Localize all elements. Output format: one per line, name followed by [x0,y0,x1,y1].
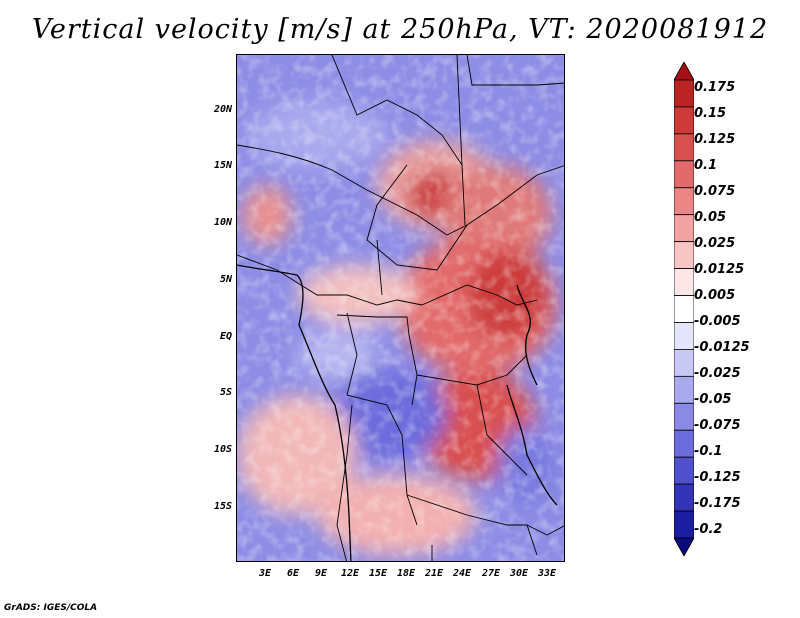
lon-tick-12e: 12E [340,568,360,579]
colorbar-bin [674,456,694,485]
colorbar-bin [674,214,694,243]
lon-tick-18e: 18E [396,568,416,579]
lat-tick-eq: EQ [219,331,232,342]
colorbar-top-triangle [674,62,694,81]
lon-tick-3e: 3E [258,568,272,579]
colorbar-bin [674,483,694,512]
lon-tick-27e: 27E [481,568,501,579]
colorbar-bin [674,402,694,431]
lon-tick-21e: 21E [424,568,444,579]
lat-tick-15s: 15S [213,501,232,512]
lon-tick-33e: 33E [537,568,557,579]
lon-tick-15e: 15E [368,568,388,579]
colorbar-label: 0.1 [694,158,718,173]
colorbar-label: -0.1 [694,444,723,459]
lon-tick-9e: 9E [314,568,328,579]
colorbar-label: -0.025 [694,366,741,381]
lon-tick-6e: 6E [286,568,300,579]
lat-tick-20n: 20N [213,104,232,115]
country-borders [237,55,564,561]
colorbar-label: 0.175 [694,80,736,95]
colorbar-bin [674,429,694,458]
lon-tick-30e: 30E [509,568,529,579]
colorbar-label: 0.05 [694,210,727,225]
grads-credit: GrADS: IGES/COLA [4,603,98,613]
colorbar-label: 0.075 [694,184,736,199]
colorbar-label: -0.075 [694,418,741,433]
colorbar-label: 0.025 [694,236,736,251]
lat-tick-10n: 10N [213,217,232,228]
lat-tick-15n: 15N [213,160,232,171]
colorbar-bin [674,106,694,135]
colorbar-bin [674,187,694,216]
colorbar-label: -0.2 [694,522,723,537]
figure-title: Vertical velocity [m/s] at 250hPa, VT: 2… [31,14,769,45]
colorbar-label: 0.0125 [694,262,745,277]
colorbar-bin [674,349,694,377]
colorbar-label: -0.125 [694,470,741,485]
velocity-map [236,54,565,562]
colorbar-label: -0.0125 [694,340,750,355]
field-texture [237,55,564,561]
map-field [237,55,564,561]
colorbar-label: -0.05 [694,392,732,407]
colorbar-bin [674,510,694,539]
colorbar-label: -0.175 [694,496,741,511]
colorbar-bin [674,322,694,350]
lat-tick-5n: 5N [219,274,232,285]
colorbar-bin [674,375,694,404]
colorbar-bin [674,133,694,162]
coastline [237,264,558,561]
colorbar-label: 0.125 [694,132,736,147]
colorbar-bin [674,295,694,323]
colorbar-bin [674,79,694,108]
colorbar [674,62,694,556]
colorbar-bottom-triangle [674,537,694,556]
lat-tick-10s: 10S [213,444,232,455]
lat-tick-5s: 5S [219,387,232,398]
colorbar-label: 0.15 [694,106,727,121]
colorbar-label: -0.005 [694,314,741,329]
colorbar-bin [674,268,694,296]
colorbar-bin [674,241,694,269]
colorbar-label: 0.005 [694,288,736,303]
colorbar-bin [674,160,694,189]
lon-tick-24e: 24E [452,568,472,579]
